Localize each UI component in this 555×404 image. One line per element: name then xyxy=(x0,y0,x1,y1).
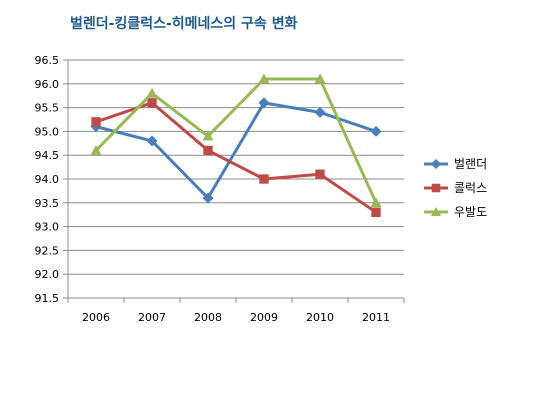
series-line xyxy=(95,101,377,200)
x-tick-label: 2010 xyxy=(306,311,334,324)
y-tick-label: 94.0 xyxy=(35,173,60,186)
legend-item: 콜럭스 xyxy=(424,181,487,195)
x-tick-label: 2007 xyxy=(138,311,166,324)
legend-item: 우발도 xyxy=(424,205,487,219)
data-point xyxy=(258,97,270,109)
legend-marker xyxy=(431,207,441,216)
y-tick-label: 94.5 xyxy=(35,149,60,162)
y-tick-label: 92.0 xyxy=(35,268,60,281)
data-point xyxy=(314,73,326,84)
x-tick-label: 2009 xyxy=(250,311,278,324)
y-tick-label: 92.5 xyxy=(35,244,60,257)
data-point xyxy=(203,145,213,156)
x-tick-label: 2011 xyxy=(362,311,390,324)
y-tick-label: 96.0 xyxy=(35,78,60,91)
data-point xyxy=(371,207,381,217)
y-tick-label: 95.5 xyxy=(35,102,60,115)
data-point xyxy=(258,73,270,84)
legend-label: 벌랜더 xyxy=(454,157,487,171)
legend-marker xyxy=(431,159,441,169)
series-line xyxy=(95,101,377,214)
y-tick-label: 95.0 xyxy=(35,125,60,138)
series-group xyxy=(90,73,382,217)
y-tick-label: 96.5 xyxy=(35,54,60,67)
series-3 xyxy=(90,73,382,208)
series-1 xyxy=(90,97,382,204)
data-point xyxy=(370,197,382,208)
legend-label: 콜럭스 xyxy=(454,181,487,195)
series-2 xyxy=(91,98,381,217)
legend-item: 벌랜더 xyxy=(424,157,487,171)
data-point xyxy=(147,98,157,108)
axes: 91.5 92.0 92.5 93.0 93.5 94.0 94.5 95.0 95.5 96.0… xyxy=(35,54,405,324)
x-tick-label: 2008 xyxy=(194,311,222,324)
data-point xyxy=(315,169,325,179)
data-point xyxy=(370,125,382,137)
y-tick-label: 91.5 xyxy=(35,292,60,305)
series-line xyxy=(94,77,378,204)
y-tick-label: 93.0 xyxy=(35,221,60,234)
data-point xyxy=(91,117,101,127)
data-point xyxy=(202,130,214,141)
legend-label: 우발도 xyxy=(454,205,487,219)
data-point xyxy=(202,192,214,204)
grid xyxy=(68,59,404,299)
chart-title: 벌렌더-킹클럭스-히메네스의 구속 변화 xyxy=(70,15,298,32)
data-point xyxy=(146,87,158,98)
data-point xyxy=(146,135,158,147)
data-point xyxy=(259,174,269,184)
data-point xyxy=(90,144,102,155)
data-point xyxy=(314,106,326,118)
x-tick-label: 2006 xyxy=(82,311,110,324)
y-tick-label: 93.5 xyxy=(35,197,60,210)
legend-marker xyxy=(431,183,441,193)
